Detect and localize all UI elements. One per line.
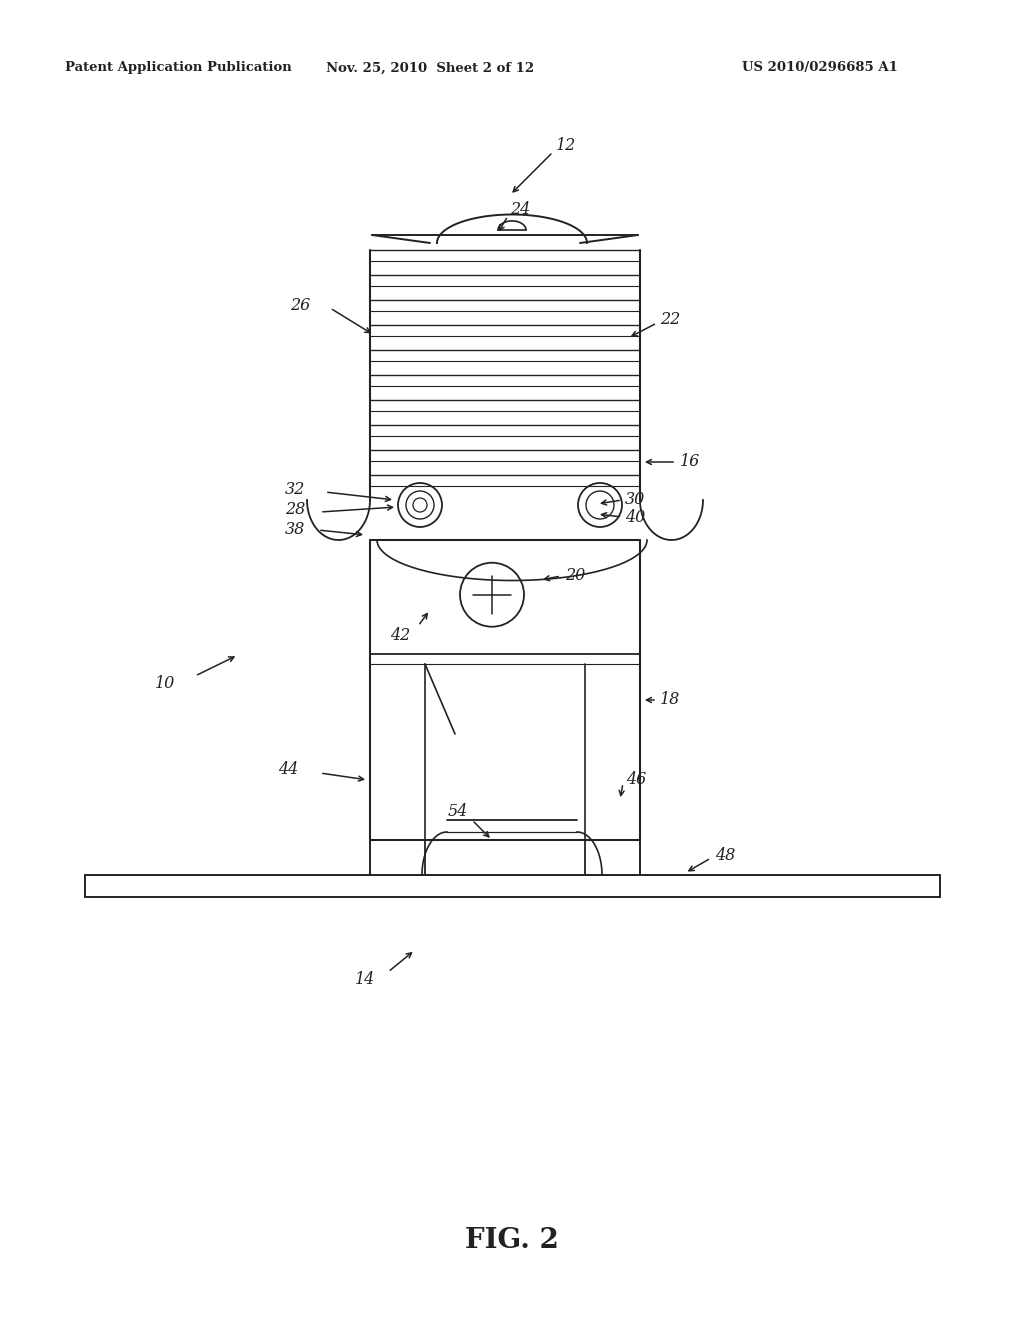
Text: 20: 20 [565,566,586,583]
Text: US 2010/0296685 A1: US 2010/0296685 A1 [742,62,898,74]
Text: 38: 38 [285,521,305,539]
Text: 28: 28 [285,502,305,519]
Text: 42: 42 [390,627,411,644]
Text: 40: 40 [625,508,645,525]
Text: 10: 10 [155,675,175,692]
Text: 46: 46 [626,771,646,788]
Text: 18: 18 [660,692,680,709]
Text: Nov. 25, 2010  Sheet 2 of 12: Nov. 25, 2010 Sheet 2 of 12 [326,62,535,74]
Text: 48: 48 [715,846,735,863]
Text: 12: 12 [556,136,577,153]
Text: 22: 22 [660,312,680,329]
Text: 24: 24 [510,202,530,219]
Text: 14: 14 [355,972,375,989]
Text: 32: 32 [285,482,305,499]
Text: 44: 44 [278,762,298,779]
Text: 16: 16 [680,454,700,470]
Text: 54: 54 [449,804,468,821]
Text: Patent Application Publication: Patent Application Publication [65,62,292,74]
Text: 26: 26 [290,297,310,314]
Text: 30: 30 [625,491,645,508]
Text: FIG. 2: FIG. 2 [465,1226,559,1254]
